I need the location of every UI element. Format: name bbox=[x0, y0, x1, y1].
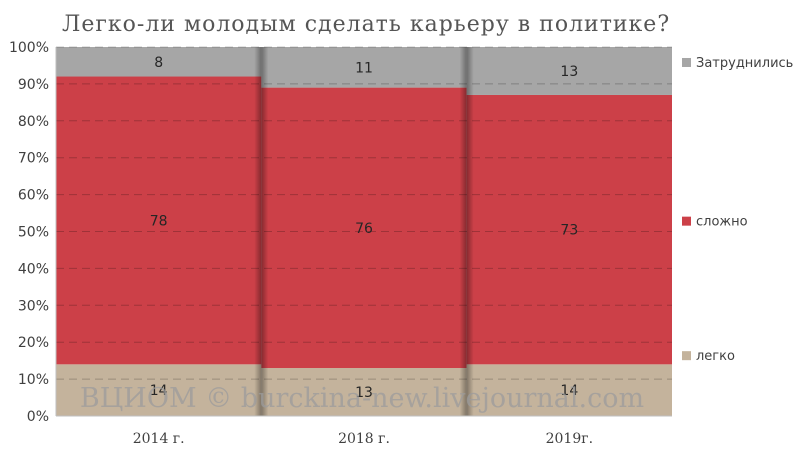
legend-label: Затруднились bbox=[696, 56, 793, 71]
y-tick-label: 20% bbox=[18, 335, 49, 351]
bar-segment bbox=[261, 47, 467, 88]
data-label: 13 bbox=[355, 385, 373, 401]
y-tick-label: 60% bbox=[18, 188, 49, 204]
legend-swatch bbox=[682, 216, 691, 226]
data-label: 11 bbox=[355, 60, 373, 76]
watermark: ВЦИОМ © burckina-new.livejournal.com bbox=[80, 383, 644, 414]
x-tick-label: 2014 г. bbox=[133, 431, 185, 447]
legend-swatch bbox=[682, 57, 691, 67]
y-tick-label: 80% bbox=[18, 114, 49, 130]
y-tick-label: 30% bbox=[18, 298, 49, 314]
y-tick-label: 40% bbox=[18, 261, 49, 277]
data-label: 76 bbox=[355, 221, 373, 237]
chart-title: Легко-ли молодым сделать карьеру в полит… bbox=[62, 12, 670, 37]
bar-segment bbox=[466, 94, 672, 365]
legend-label: сложно bbox=[696, 215, 748, 230]
data-label: 14 bbox=[560, 383, 578, 399]
y-tick-label: 70% bbox=[18, 151, 49, 167]
data-label: 78 bbox=[150, 213, 168, 229]
data-label: 73 bbox=[560, 223, 578, 239]
bar-segment bbox=[261, 87, 467, 369]
data-label: 13 bbox=[560, 64, 578, 80]
bar-segment bbox=[56, 364, 262, 416]
data-label: 8 bbox=[154, 55, 163, 71]
y-tick-label: 0% bbox=[27, 409, 49, 425]
y-tick-label: 90% bbox=[18, 77, 49, 93]
bar-segment bbox=[56, 47, 262, 77]
y-tick-label: 100% bbox=[9, 40, 49, 56]
bar-segment bbox=[466, 364, 672, 416]
bar-divider-shadow bbox=[459, 47, 474, 416]
y-tick-label: 50% bbox=[18, 225, 49, 241]
plot-area: 0% 10% 20% 30% 40% 50% 60% 70% 80% 90% 100% 14 78 8 13… bbox=[9, 40, 793, 447]
legend-label: легко bbox=[696, 349, 735, 364]
bar-divider-shadow bbox=[254, 47, 269, 416]
bar-segment bbox=[261, 368, 467, 416]
x-tick-label: 2018 г. bbox=[338, 431, 390, 447]
x-tick-label: 2019г. bbox=[546, 431, 593, 447]
bar-segment bbox=[56, 76, 262, 365]
data-label: 14 bbox=[150, 383, 168, 399]
legend-swatch bbox=[682, 351, 691, 361]
bar-segment bbox=[466, 47, 672, 95]
y-tick-label: 10% bbox=[18, 372, 49, 388]
